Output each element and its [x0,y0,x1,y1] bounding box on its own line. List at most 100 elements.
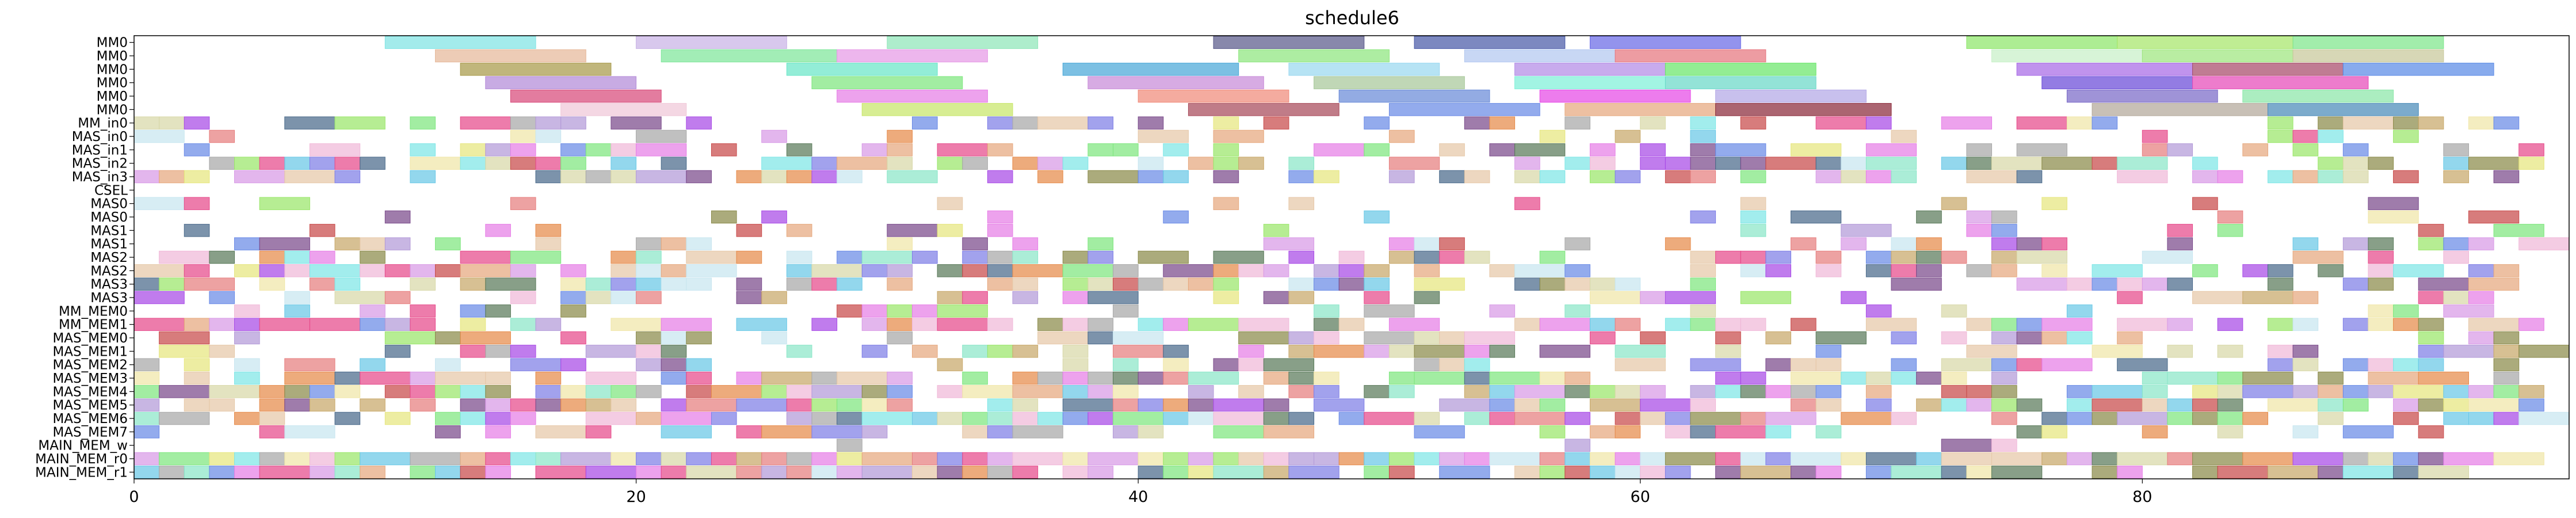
task-bar [2167,452,2193,466]
task-bar [2418,116,2444,130]
task-bar [2041,76,2193,89]
task-bar [2092,157,2118,170]
task-bar [259,264,285,277]
task-bar [460,385,486,398]
task-bar [1087,371,1114,385]
task-bar [209,345,235,358]
task-bar [1213,398,1264,412]
task-bar [1991,331,2017,345]
task-bar [1439,237,1465,250]
task-bar [786,277,812,291]
task-bar [1841,412,1892,425]
task-bar [887,224,938,237]
task-bar [1690,116,1716,130]
task-bar [1991,412,2017,425]
task-bar [133,371,160,385]
task-bar [309,466,335,479]
task-bar [761,385,787,398]
task-bar [535,170,562,184]
task-bar [1615,466,1641,479]
task-bar [2066,398,2093,412]
task-bar [259,250,285,264]
task-bar [410,371,436,385]
task-bar [1364,210,1390,224]
task-bar [460,331,511,345]
task-bar [2493,331,2520,345]
task-bar [460,398,486,412]
task-bar [2192,264,2218,277]
task-bar [1991,398,2017,412]
task-bar [1263,358,1315,371]
task-bar [360,157,386,170]
task-bar [2142,130,2168,143]
task-bar [585,345,637,358]
task-bar [736,318,787,331]
task-bar [510,197,536,210]
task-bar [585,398,612,412]
task-bar [1314,331,1339,345]
task-bar [1539,452,1566,466]
task-bar [2493,345,2520,358]
task-bar [1966,210,1993,224]
task-bar [1388,371,1415,385]
y-tick-label: MAIN_MEM_r0 [35,452,128,467]
x-tick-label: 20 [626,488,646,506]
task-bar [1213,466,1264,479]
task-bar [636,264,662,277]
task-bar [811,412,838,425]
task-bar [1213,358,1239,371]
task-bar [1564,116,1590,130]
task-bar [1489,398,1516,412]
task-bar [661,371,687,385]
task-bar [610,116,662,130]
task-bar [209,398,235,412]
task-bar [1213,197,1239,210]
task-bar [887,385,913,398]
task-bar [535,157,562,170]
task-bar [962,250,988,264]
task-bar [2418,371,2469,385]
task-bar [1941,439,1993,452]
task-bar [1991,237,2017,250]
task-bar [811,371,838,385]
task-bar [1615,452,1641,466]
task-bar [2393,398,2419,412]
task-bar [2368,385,2394,398]
task-bar [1113,385,1139,398]
task-bar [184,170,210,184]
task-bar [937,224,963,237]
y-tick-label: MM0 [97,36,128,51]
task-bar [1037,157,1063,170]
task-bar [585,170,612,184]
task-bar [2518,237,2570,250]
task-bar [1314,345,1365,358]
task-bar [1941,250,1967,264]
task-bar [1087,116,1114,130]
task-bar [911,466,938,479]
task-bar [761,425,812,439]
task-bar [1514,170,1540,184]
task-bar [234,412,260,425]
task-bar [1163,452,1189,466]
task-bar [1338,412,1365,425]
task-bar [560,277,586,291]
task-bar [234,331,260,345]
task-bar [987,425,1013,439]
task-bar [1037,318,1063,331]
task-bar [2368,452,2394,466]
task-bar [2368,197,2419,210]
task-bar [1539,89,1691,103]
task-bar [1163,143,1189,157]
task-bar [2192,398,2218,412]
task-bar [1113,412,1164,425]
task-bar [2142,425,2168,439]
task-bar [2368,210,2419,224]
task-bar [259,318,310,331]
task-bar [711,210,737,224]
task-bar [2066,89,2218,103]
task-bar [1514,264,1566,277]
task-bar [1188,318,1239,331]
task-bar [1514,76,1666,89]
task-bar [786,345,812,358]
